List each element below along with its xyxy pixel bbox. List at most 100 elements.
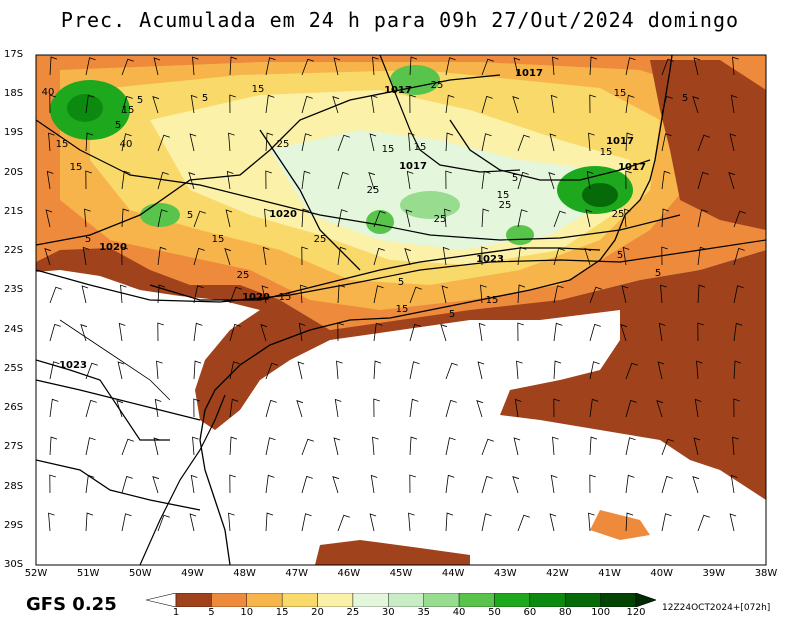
wind-barb [370,474,378,494]
wind-barb [229,398,239,418]
wind-barb [733,360,742,380]
wind-barb [265,437,276,456]
colorbar-arrow-low [146,593,177,607]
wind-barb [298,322,306,342]
wind-barb [225,209,233,228]
state-border-5 [36,379,201,421]
precip-contour-label: 15 [252,84,265,95]
wind-barb [733,247,745,266]
wind-barb [589,94,596,114]
colorbar-tick-label: 50 [488,607,501,618]
colorbar-swatch [246,593,283,607]
latitude-label: 22S [4,245,24,257]
wind-barb [517,134,530,152]
colorbar-swatch [352,593,389,607]
wind-barb [406,170,414,190]
precip-contour-label: 25 [431,80,444,91]
colorbar-arrow-high [635,593,656,607]
isobar-1020-b [36,359,170,441]
wind-barb [622,246,630,266]
precip-core-south [506,225,534,245]
wind-barb [301,438,314,456]
pressure-label: 1023 [59,360,87,371]
latitude-label: 27S [4,441,24,453]
precip-contour-label: 25 [277,139,290,150]
precip-core-north [390,65,440,95]
wind-barb [625,512,634,532]
wind-barb [513,57,521,76]
pressure-label: 1020 [99,242,127,253]
wind-barb [441,285,449,304]
precip-contour-label: 40 [120,139,133,150]
wind-barb [337,284,346,304]
wind-barb [48,512,55,532]
wind-barb [481,513,492,532]
wind-barb [697,209,708,228]
wind-barb [49,56,58,76]
wind-barb [153,437,161,456]
wind-barb [337,322,344,342]
precip-contour-label: 15 [414,142,427,153]
wind-barb [372,56,379,76]
wind-barb [445,437,456,456]
wind-barb [85,474,95,494]
wind-barb [301,208,310,228]
wind-barb [550,474,558,494]
wind-barb [369,133,377,152]
precip-core-center [400,191,460,219]
wind-barb [548,172,556,190]
wind-barb [301,133,312,152]
precip-contour-label: 5 [655,268,661,279]
wind-barb [121,95,133,114]
wind-barb [697,514,710,532]
latitude-label: 23S [4,284,24,296]
wind-barb [188,172,196,190]
wind-barb [369,513,377,532]
wind-barb [409,436,418,456]
latitude-label: 28S [4,480,24,492]
latitude-label: 18S [4,88,24,100]
wind-barb [373,210,386,228]
wind-barb [553,285,564,304]
wind-barb [625,399,637,418]
precip-contour-label: 15 [396,304,409,315]
wind-barb [301,58,314,76]
wind-barb [229,323,241,342]
colorbar-tick-label: 100 [591,607,611,618]
coastline [199,55,673,565]
wind-barb [373,322,383,342]
isobar-1020 [36,239,766,303]
wind-barb [733,210,746,228]
wind-barb [517,209,528,228]
wind-barb [732,56,739,76]
colorbar-tick-label: 25 [346,607,360,618]
longitude-label: 47W [285,568,309,579]
wind-barb [121,133,132,152]
wind-barb [192,436,199,456]
longitude-label: 42W [546,568,569,579]
wind-barb [481,170,491,190]
wind-barb [409,94,416,114]
wind-barb [408,512,415,532]
wind-barb [445,57,456,76]
wind-barb [192,56,199,76]
precip-contour-label: 15 [614,88,627,99]
wind-barb [189,513,197,532]
longitude-label: 38W [754,568,778,579]
wind-barb [337,246,347,266]
wind-barb [337,209,348,228]
wind-barb [157,134,170,152]
wind-barb [661,208,670,228]
wind-barb [373,247,385,266]
pressure-label: 1020 [269,209,297,220]
wind-barb [729,133,737,152]
wind-barb [549,513,557,532]
colorbar-tick-label: 15 [275,607,289,618]
precip-contour-label: 5 [202,93,208,104]
wind-barb [49,286,62,304]
wind-barb [337,171,349,190]
wind-barb [229,474,236,494]
wind-barb [657,361,665,380]
wind-barb [624,208,631,228]
